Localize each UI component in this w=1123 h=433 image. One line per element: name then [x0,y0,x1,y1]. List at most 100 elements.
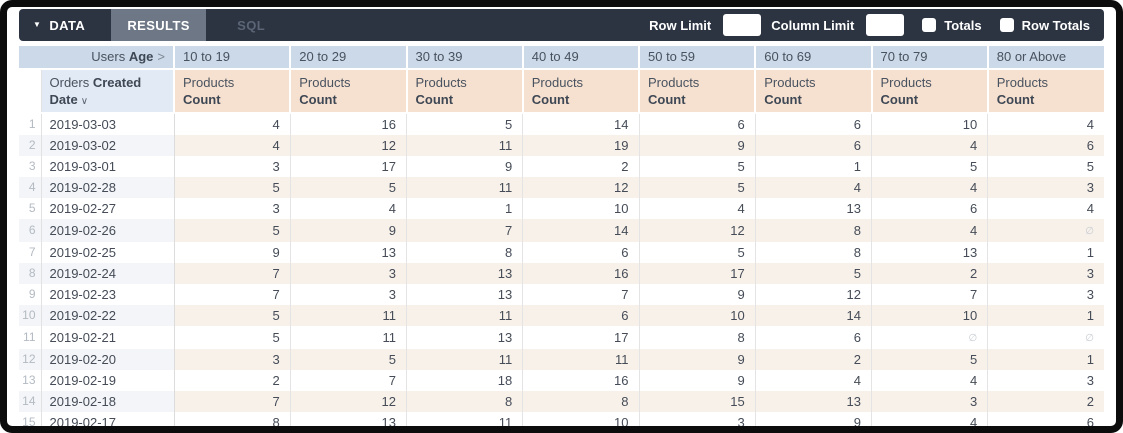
value-cell[interactable]: 11 [406,349,524,370]
value-cell[interactable]: 7 [174,263,291,284]
value-cell[interactable]: 14 [522,219,640,242]
date-cell[interactable]: 2019-02-26 [41,219,175,242]
value-cell[interactable]: 1 [406,198,524,219]
value-cell[interactable]: 6 [987,135,1104,156]
value-cell[interactable]: 9 [174,242,291,263]
value-cell[interactable]: ∅ [987,219,1104,242]
value-cell[interactable]: 6 [755,113,873,135]
measure-column-header[interactable]: Products Count [870,69,988,113]
value-cell[interactable]: 12 [755,284,873,305]
totals-checkbox[interactable] [922,18,937,32]
date-cell[interactable]: 2019-02-25 [41,242,175,263]
pivot-column-header[interactable]: 50 to 59 [637,46,756,69]
pivot-column-header[interactable]: 30 to 39 [405,46,523,69]
value-cell[interactable]: 6 [871,198,989,219]
value-cell[interactable]: 3 [1086,287,1094,302]
pivot-column-header[interactable]: 10 to 19 [172,46,291,69]
value-cell[interactable]: 18 [406,370,524,391]
value-cell[interactable]: 4 [174,135,291,156]
value-cell[interactable]: 8 [406,242,524,263]
value-cell[interactable]: 4 [755,177,873,198]
measure-column-header[interactable]: Products Count [405,69,523,113]
value-cell[interactable]: 4 [1086,117,1094,132]
value-cell[interactable]: 3 [290,263,408,284]
value-cell[interactable]: 9 [639,284,756,305]
value-cell[interactable]: 5 [174,219,291,242]
value-cell[interactable]: 8 [174,412,291,426]
value-cell[interactable]: 6 [755,326,873,349]
date-cell[interactable]: 2019-02-23 [41,284,175,305]
value-cell[interactable]: 5 [406,113,524,135]
value-cell[interactable]: 4 [174,113,291,135]
value-cell[interactable]: 4 [871,177,989,198]
value-cell[interactable]: 13 [290,412,408,426]
value-cell[interactable]: 5 [290,349,408,370]
value-cell[interactable]: 8 [755,219,873,242]
value-cell[interactable]: 16 [522,263,640,284]
value-cell[interactable]: 5 [174,326,291,349]
pivot-field-header[interactable]: Users Age > [19,46,174,69]
value-cell[interactable]: 2 [174,370,291,391]
value-cell[interactable]: 7 [174,284,291,305]
date-cell[interactable]: 2019-02-17 [41,412,175,426]
value-cell[interactable]: 10 [639,305,756,326]
value-cell[interactable]: 6 [522,305,640,326]
value-cell[interactable]: 7 [522,284,640,305]
date-cell[interactable]: 2019-03-01 [41,156,175,177]
value-cell[interactable]: 7 [871,284,989,305]
value-cell[interactable]: 4 [871,412,989,426]
value-cell[interactable]: 6 [755,135,873,156]
value-cell[interactable]: 3 [987,177,1104,198]
date-cell[interactable]: 2019-02-28 [41,177,175,198]
value-cell[interactable]: 10 [871,305,989,326]
value-cell[interactable]: 2 [755,349,873,370]
value-cell[interactable]: 2 [871,263,989,284]
value-cell[interactable]: 13 [406,263,524,284]
value-cell[interactable]: 13 [406,284,524,305]
value-cell[interactable]: 11 [406,177,524,198]
value-cell[interactable]: 9 [639,370,756,391]
date-cell[interactable]: 2019-02-19 [41,370,175,391]
value-cell[interactable]: 16 [522,370,640,391]
value-cell[interactable]: ∅ [988,326,1104,349]
value-cell[interactable]: 2 [522,156,640,177]
value-cell[interactable]: 3 [987,263,1104,284]
pivot-column-header[interactable]: 60 to 69 [754,46,872,69]
date-cell[interactable]: 2019-02-21 [41,326,175,349]
value-cell[interactable]: 6 [639,113,756,135]
value-cell[interactable]: 13 [755,198,873,219]
value-cell[interactable]: 6 [522,242,640,263]
row-limit-input[interactable] [723,14,762,36]
measure-column-header[interactable]: Products Count [289,69,407,113]
measure-column-header[interactable]: Products Count [637,69,756,113]
value-cell[interactable]: 4 [290,198,408,219]
value-cell[interactable]: 4 [755,370,873,391]
value-cell[interactable]: 5 [639,156,756,177]
tab-sql[interactable]: SQL [206,9,296,41]
value-cell[interactable]: 1 [987,349,1104,370]
value-cell[interactable]: 10 [871,113,989,135]
tab-data[interactable]: ▼ DATA [19,9,111,41]
value-cell[interactable]: 11 [522,349,640,370]
value-cell[interactable]: 19 [522,135,640,156]
value-cell[interactable]: 3 [174,198,291,219]
value-cell[interactable]: 7 [290,370,408,391]
value-cell[interactable]: 13 [871,242,989,263]
value-cell[interactable]: 3 [639,412,756,426]
date-cell[interactable]: 2019-02-24 [41,263,175,284]
value-cell[interactable]: 4 [871,135,989,156]
date-cell[interactable]: 2019-02-27 [41,198,175,219]
value-cell[interactable]: 1 [755,156,873,177]
value-cell[interactable]: 12 [290,135,408,156]
value-cell[interactable]: 3 [1086,373,1094,388]
measure-column-header[interactable]: Products Count [172,69,291,113]
value-cell[interactable]: ∅ [871,326,989,349]
column-limit-input[interactable] [866,14,905,36]
date-cell[interactable]: 2019-03-02 [41,135,175,156]
value-cell[interactable]: 4 [639,198,756,219]
row-totals-checkbox[interactable] [999,18,1014,32]
date-cell[interactable]: 2019-03-03 [41,113,175,135]
value-cell[interactable]: 3 [174,156,291,177]
value-cell[interactable]: 9 [755,412,873,426]
value-cell[interactable]: 5 [174,305,291,326]
